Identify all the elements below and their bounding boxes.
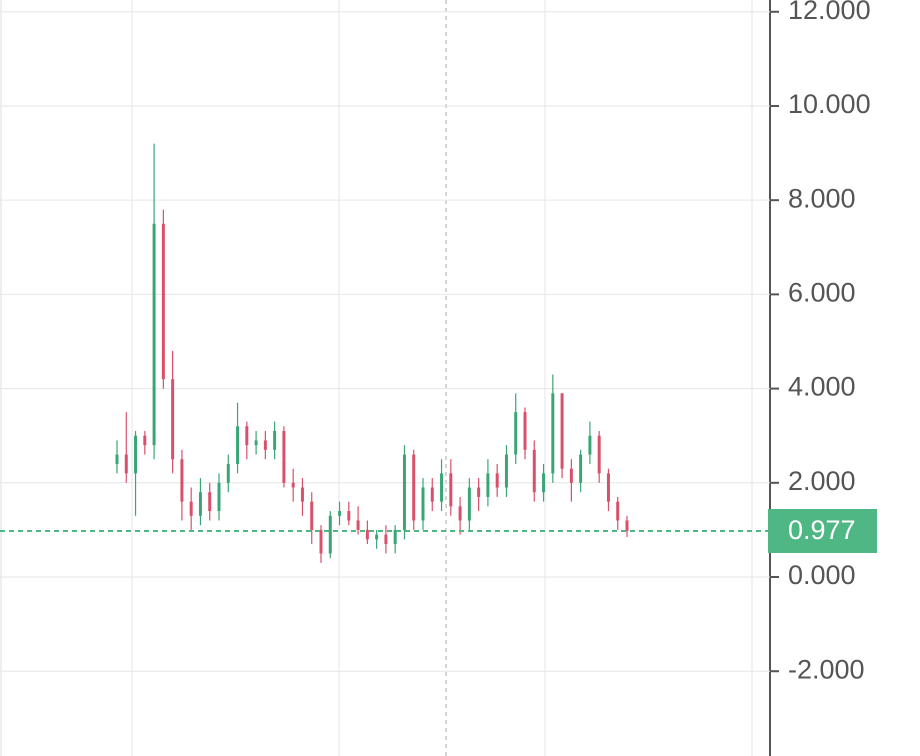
- candle-body: [449, 473, 453, 507]
- candle-body: [569, 468, 573, 483]
- y-tick-label: 4.000: [788, 372, 856, 402]
- candle-body: [560, 393, 564, 469]
- candle-body: [616, 501, 620, 521]
- candle-body: [328, 515, 332, 554]
- candle-body: [217, 482, 221, 512]
- candle-body: [458, 506, 462, 521]
- last-price-box: [768, 508, 877, 553]
- candle-body: [504, 454, 508, 488]
- vertical-grid: [131, 0, 753, 756]
- candle-body: [440, 473, 444, 502]
- y-tick-label: 2.000: [788, 466, 856, 496]
- y-tick-label: -2.000: [788, 654, 865, 684]
- candle-body: [486, 473, 490, 497]
- candle-body: [115, 454, 119, 464]
- candle-body: [606, 473, 610, 502]
- candle-body: [523, 412, 527, 450]
- candle-body: [152, 223, 156, 446]
- y-tick-label: 10.000: [788, 89, 871, 119]
- y-tick-label: 6.000: [788, 278, 856, 308]
- candle-body: [134, 435, 138, 474]
- candle-body: [263, 440, 267, 450]
- candle-body: [161, 223, 165, 380]
- candle-body: [430, 487, 434, 502]
- candle-body: [254, 440, 258, 446]
- y-tick-label: 8.000: [788, 183, 856, 213]
- candle-body: [375, 534, 379, 540]
- candle-body: [514, 412, 518, 455]
- candle-body: [421, 487, 425, 521]
- candle-body: [208, 492, 212, 512]
- candle-body: [245, 426, 249, 446]
- candle-body: [532, 449, 536, 493]
- candle-body: [319, 529, 323, 554]
- candle-body: [467, 487, 471, 521]
- candle-body: [180, 459, 184, 502]
- candle-body: [282, 430, 286, 483]
- candle-body: [198, 492, 202, 516]
- candle-body: [300, 487, 304, 502]
- candle-body: [338, 511, 342, 516]
- candle-body: [495, 473, 499, 488]
- candle-body: [579, 454, 583, 483]
- candle-body: [542, 473, 546, 493]
- candle-body: [189, 501, 193, 516]
- candle-body: [597, 435, 601, 474]
- candle-body: [273, 430, 277, 450]
- candle-body: [226, 463, 230, 483]
- candle-body: [291, 482, 295, 488]
- candle-body: [384, 534, 388, 545]
- candle-body: [124, 454, 128, 474]
- candle-body: [625, 520, 629, 531]
- candle-body: [236, 426, 240, 464]
- candle-body: [356, 520, 360, 530]
- candle-body: [477, 487, 481, 497]
- candle-body: [171, 379, 175, 460]
- candle-body: [347, 511, 351, 521]
- candle-body: [551, 393, 555, 474]
- candle-body: [393, 529, 397, 545]
- candle-body: [143, 435, 147, 446]
- candle-body: [310, 501, 314, 530]
- y-tick-label: 0.000: [788, 560, 856, 590]
- candle-body: [412, 454, 416, 521]
- candle-body: [365, 529, 369, 540]
- y-tick-label: 12.000: [788, 0, 871, 25]
- candle-body: [402, 454, 406, 530]
- candle-body: [588, 435, 592, 455]
- last-price-label: 0.977: [788, 515, 856, 545]
